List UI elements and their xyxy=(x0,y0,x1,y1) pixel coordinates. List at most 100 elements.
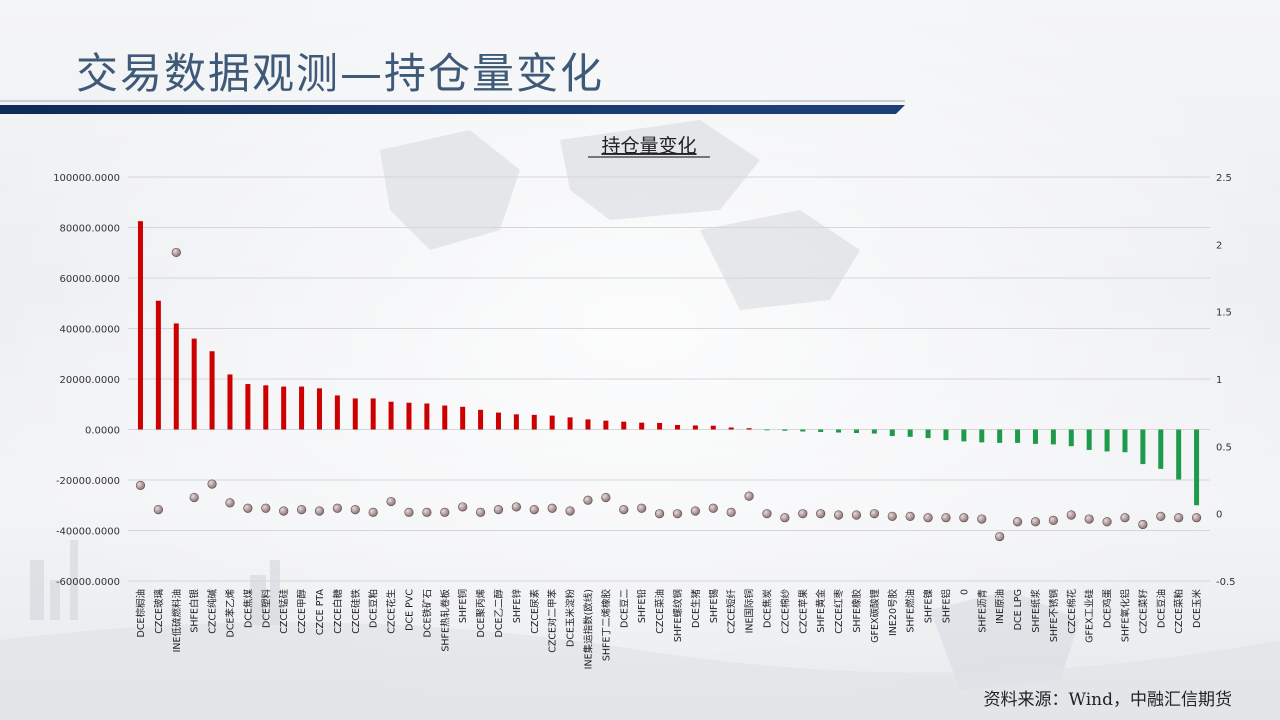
category-label: DCE棕榈油 xyxy=(135,589,147,637)
dot xyxy=(189,492,199,503)
category-label: DCE塑料 xyxy=(260,589,272,628)
dot xyxy=(1138,519,1148,530)
dot xyxy=(225,498,235,508)
bar xyxy=(299,386,305,430)
left-tick-label: 20000.0000 xyxy=(60,375,120,386)
dot xyxy=(404,507,414,517)
bar xyxy=(997,429,1003,443)
category-label: DCE焦炭 xyxy=(761,589,773,628)
bar xyxy=(818,429,824,433)
right-tick-label: 0 xyxy=(1216,510,1222,521)
dot xyxy=(279,506,289,516)
dot xyxy=(941,513,951,523)
dot xyxy=(726,507,736,517)
category-label: SHFE铅 xyxy=(636,589,648,624)
header: 交易数据观测—持仓量变化 xyxy=(0,0,1280,118)
category-label: CZCE菜籽 xyxy=(1137,589,1149,634)
category-label: INE20号胶 xyxy=(887,589,899,636)
bar xyxy=(1032,429,1038,444)
bar xyxy=(531,414,537,430)
dot xyxy=(977,514,987,524)
bar xyxy=(639,422,645,430)
bar xyxy=(1086,429,1092,450)
bar xyxy=(1015,429,1021,443)
bar xyxy=(603,420,609,430)
bar xyxy=(1050,429,1056,445)
category-label: SHFE白银 xyxy=(189,589,201,633)
bar xyxy=(1104,429,1110,452)
bar xyxy=(460,406,466,430)
bar xyxy=(1140,429,1146,465)
category-label: DCE聚丙烯 xyxy=(475,589,487,638)
right-axis: 2.5 2 1.5 1 0.5 0 -0.5 xyxy=(1216,173,1236,588)
category-label: CZCE锰硅 xyxy=(278,589,290,634)
bar xyxy=(352,398,358,430)
category-label: CZCE菜油 xyxy=(654,589,666,634)
grid xyxy=(128,176,1210,582)
dot xyxy=(350,505,360,515)
bar xyxy=(495,412,501,430)
dots-series xyxy=(135,247,1202,542)
bar xyxy=(764,429,770,431)
category-label: SHFE螺纹钢 xyxy=(672,589,684,642)
left-tick-label: -40000.0000 xyxy=(56,527,120,538)
left-tick-label: -60000.0000 xyxy=(56,577,120,588)
dot xyxy=(1174,513,1184,523)
dot xyxy=(654,509,665,519)
dot xyxy=(565,506,575,516)
dot xyxy=(762,509,772,519)
dot xyxy=(529,505,539,515)
category-label: DCE LPG xyxy=(1013,589,1024,630)
category-labels: DCE棕榈油 CZCE玻璃 INE低硫燃料油 SHFE白银 CZCE纯碱 DCE苯乙烯 DC… xyxy=(135,589,1203,670)
bar xyxy=(191,338,197,430)
bar xyxy=(1068,429,1074,447)
bar xyxy=(674,424,680,430)
bar xyxy=(424,403,430,430)
right-tick-label: 2.5 xyxy=(1216,173,1232,184)
left-tick-label: -20000.0000 xyxy=(56,476,120,487)
category-label: CZCE棉纱 xyxy=(779,589,791,634)
category-label: DCE焦煤 xyxy=(242,589,254,628)
dot xyxy=(690,506,700,516)
category-label: DCE生猪 xyxy=(690,589,702,628)
category-label: CZCE甲醇 xyxy=(296,589,308,634)
category-label: SHFE燃油 xyxy=(905,589,917,633)
category-label: 0 xyxy=(959,589,970,595)
category-label: SHFE纸浆 xyxy=(1030,589,1042,633)
bar xyxy=(621,421,627,430)
category-label: CZCE纯碱 xyxy=(207,589,219,634)
dot xyxy=(243,503,253,513)
category-label: SHFE不锈钢 xyxy=(1048,589,1060,642)
bar xyxy=(925,429,931,439)
dot xyxy=(995,531,1005,542)
dot xyxy=(332,503,342,513)
header-accent-bar xyxy=(0,105,905,114)
bar xyxy=(316,388,322,430)
bar xyxy=(173,323,179,430)
dot xyxy=(887,511,897,521)
dot xyxy=(708,503,718,513)
bar xyxy=(943,429,949,441)
bar xyxy=(961,429,967,442)
category-label: GFEX工业硅 xyxy=(1084,589,1096,643)
bar xyxy=(871,429,877,434)
category-label: DCE铁矿石 xyxy=(421,589,433,637)
category-label: SHFE沥青 xyxy=(976,589,988,633)
dot xyxy=(1156,511,1166,521)
bar xyxy=(227,374,233,430)
bar xyxy=(853,429,859,434)
bar xyxy=(800,429,806,432)
dot xyxy=(619,505,629,515)
bar xyxy=(889,429,895,437)
category-label: SHFE铝 xyxy=(940,589,952,623)
category-label: CZCE对二甲苯 xyxy=(547,589,559,653)
bar xyxy=(728,427,734,430)
dot xyxy=(368,507,378,517)
dot xyxy=(261,503,271,513)
category-label: DCE乙二醇 xyxy=(493,589,505,638)
category-label: CZCE玻璃 xyxy=(153,589,165,634)
bar xyxy=(245,384,251,430)
dot xyxy=(493,505,504,515)
dot xyxy=(458,502,468,512)
dot xyxy=(1048,515,1058,526)
